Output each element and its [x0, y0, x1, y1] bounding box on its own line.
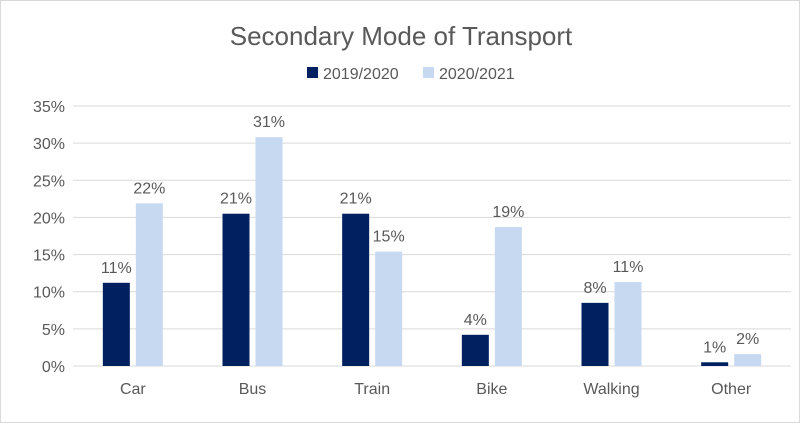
- x-tick-label: Bus: [239, 381, 267, 398]
- x-tick-label: Train: [354, 381, 390, 398]
- y-tick-label: 25%: [33, 173, 65, 190]
- y-tick-label: 10%: [33, 285, 65, 302]
- x-axis: Car Bus Train Bike Walking Other: [120, 381, 752, 398]
- y-tick-label: 35%: [33, 99, 65, 116]
- bar: [222, 213, 250, 366]
- bar: [375, 251, 403, 366]
- data-label: 22%: [133, 180, 165, 197]
- data-label: 4%: [464, 312, 487, 329]
- data-label: 15%: [373, 229, 405, 246]
- data-label: 2%: [736, 331, 759, 348]
- data-label: 21%: [220, 191, 252, 208]
- bar: [701, 362, 729, 366]
- bar: [734, 354, 762, 366]
- bar: [255, 137, 283, 366]
- bar: [461, 334, 489, 366]
- data-label: 11%: [613, 259, 644, 276]
- gridlines: [73, 105, 791, 367]
- y-tick-label: 20%: [33, 210, 65, 227]
- data-label: 31%: [253, 114, 285, 131]
- legend-label: 2020/2021: [439, 66, 515, 83]
- data-label: 21%: [340, 191, 372, 208]
- x-tick-label: Other: [711, 381, 752, 398]
- data-label: 8%: [583, 280, 606, 297]
- legend-swatch: [307, 67, 318, 78]
- y-tick-label: 30%: [33, 136, 65, 153]
- bars: 11% 22% 21% 31% 21% 15% 4% 19% 8% 11% 1% 2%: [101, 114, 762, 366]
- bar: [494, 227, 522, 366]
- data-label: 11%: [101, 260, 132, 277]
- legend-label: 2019/2020: [323, 66, 399, 83]
- legend-swatch: [423, 67, 434, 78]
- x-tick-label: Bike: [476, 381, 507, 398]
- bar: [581, 302, 609, 366]
- data-label: 1%: [703, 339, 726, 356]
- y-tick-label: 5%: [42, 322, 65, 339]
- x-tick-label: Car: [120, 381, 146, 398]
- y-tick-label: 0%: [42, 359, 65, 376]
- bar: [614, 282, 642, 366]
- bar: [102, 282, 130, 366]
- x-tick-label: Walking: [583, 381, 639, 398]
- legend: 2019/2020 2020/2021: [307, 66, 515, 83]
- bar: [342, 213, 370, 366]
- bar: [135, 203, 163, 366]
- chart-title: Secondary Mode of Transport: [230, 21, 573, 51]
- data-label: 19%: [492, 204, 524, 221]
- y-axis: 0% 5% 10% 15% 20% 25% 30% 35%: [33, 99, 65, 376]
- y-tick-label: 15%: [33, 248, 65, 265]
